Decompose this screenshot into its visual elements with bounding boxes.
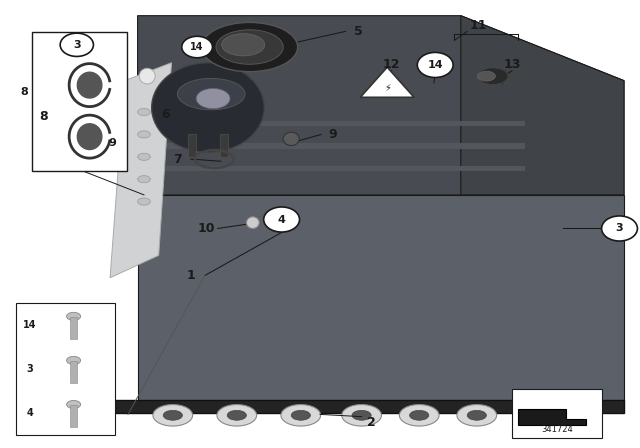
Polygon shape <box>77 124 102 150</box>
Ellipse shape <box>140 69 156 84</box>
Ellipse shape <box>138 198 150 205</box>
Ellipse shape <box>216 30 284 64</box>
Ellipse shape <box>283 132 300 146</box>
Ellipse shape <box>457 405 497 426</box>
Text: 1: 1 <box>186 269 195 282</box>
Text: 8: 8 <box>39 110 48 123</box>
Text: 12: 12 <box>383 58 401 72</box>
Text: ⚡: ⚡ <box>384 83 390 93</box>
Ellipse shape <box>281 405 321 426</box>
Text: 9: 9 <box>108 138 116 148</box>
Polygon shape <box>138 166 525 171</box>
Ellipse shape <box>217 405 257 426</box>
Text: 3: 3 <box>616 224 623 233</box>
Bar <box>188 134 196 157</box>
Ellipse shape <box>196 89 230 109</box>
Circle shape <box>60 33 93 56</box>
Text: 5: 5 <box>354 25 363 38</box>
Ellipse shape <box>227 410 246 420</box>
Ellipse shape <box>477 68 508 85</box>
Polygon shape <box>138 121 525 126</box>
Circle shape <box>417 52 453 78</box>
Ellipse shape <box>202 22 298 72</box>
Text: 4: 4 <box>278 215 285 224</box>
Ellipse shape <box>67 401 81 409</box>
Polygon shape <box>461 16 624 195</box>
Text: 2: 2 <box>367 415 376 429</box>
Ellipse shape <box>138 153 150 160</box>
Text: 3: 3 <box>27 364 33 375</box>
Ellipse shape <box>67 312 81 320</box>
Ellipse shape <box>138 131 150 138</box>
Bar <box>16 303 115 435</box>
Text: 14: 14 <box>23 320 37 330</box>
Polygon shape <box>138 16 624 195</box>
Text: 6: 6 <box>161 108 170 121</box>
Text: 14: 14 <box>428 60 443 70</box>
Circle shape <box>264 207 300 232</box>
Ellipse shape <box>138 176 150 183</box>
Ellipse shape <box>246 217 259 228</box>
Text: 11: 11 <box>470 19 488 33</box>
Ellipse shape <box>467 410 486 420</box>
Ellipse shape <box>477 71 495 81</box>
Bar <box>70 361 77 383</box>
Ellipse shape <box>352 410 371 420</box>
Polygon shape <box>110 63 172 278</box>
Ellipse shape <box>138 108 150 116</box>
Bar <box>70 405 77 427</box>
Bar <box>32 32 127 171</box>
Text: 8: 8 <box>20 87 28 97</box>
Circle shape <box>182 36 212 58</box>
Text: 7: 7 <box>173 152 182 166</box>
Ellipse shape <box>153 405 193 426</box>
Text: 341724: 341724 <box>541 425 573 434</box>
Polygon shape <box>138 195 624 401</box>
Ellipse shape <box>221 34 265 56</box>
Text: 13: 13 <box>503 58 521 72</box>
Text: 10: 10 <box>197 222 215 235</box>
Polygon shape <box>77 72 102 98</box>
Bar <box>70 317 77 339</box>
Polygon shape <box>360 67 414 97</box>
Text: 14: 14 <box>190 42 204 52</box>
Text: 4: 4 <box>27 409 33 418</box>
Text: 3: 3 <box>73 40 81 50</box>
Ellipse shape <box>67 357 81 365</box>
Polygon shape <box>138 143 525 149</box>
Ellipse shape <box>342 405 381 426</box>
Polygon shape <box>518 409 586 425</box>
Bar <box>220 134 228 157</box>
Ellipse shape <box>177 78 245 110</box>
Circle shape <box>602 216 637 241</box>
Ellipse shape <box>291 410 310 420</box>
Text: 9: 9 <box>328 128 337 141</box>
Bar <box>512 389 602 438</box>
Ellipse shape <box>152 63 264 152</box>
Polygon shape <box>115 400 624 413</box>
Ellipse shape <box>410 410 429 420</box>
Ellipse shape <box>163 410 182 420</box>
Ellipse shape <box>399 405 439 426</box>
